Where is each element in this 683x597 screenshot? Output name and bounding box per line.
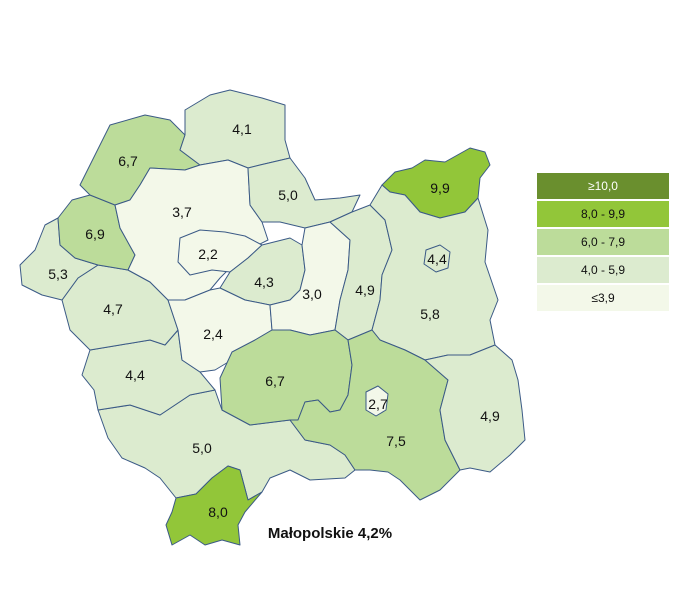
region-label-dabrowski: 9,9 xyxy=(430,180,450,196)
legend-label: 4,0 - 5,9 xyxy=(581,263,625,277)
region-label-wielicki: 4,3 xyxy=(254,274,274,290)
region-label-nowosadecki: 7,5 xyxy=(386,433,406,449)
legend-swatch xyxy=(535,171,671,201)
region-label-gorlicki: 4,9 xyxy=(480,408,500,424)
region-label-suski: 4,4 xyxy=(125,367,145,383)
region-label-krakow-city: 2,2 xyxy=(198,246,218,262)
region-label-tarnowski: 5,8 xyxy=(420,306,440,322)
region-label-oswiecimski: 5,3 xyxy=(48,266,68,282)
region-gorlicki xyxy=(424,344,526,473)
region-label-brzeski: 4,9 xyxy=(355,282,375,298)
region-label-chrzanowski: 6,9 xyxy=(85,226,105,242)
region-tarnowski xyxy=(369,184,499,361)
region-label-wadowicki: 4,7 xyxy=(103,301,123,317)
region-label-myslenicki: 2,4 xyxy=(203,326,223,342)
legend-swatch xyxy=(535,255,671,285)
legend: ≥10,0 8,0 - 9,9 6,0 - 7,9 4,0 - 5,9 ≤3,9 xyxy=(535,171,671,313)
legend-swatch xyxy=(535,227,671,257)
region-label-nowotarski: 5,0 xyxy=(192,440,212,456)
region-label-nowy-sacz-city: 2,7 xyxy=(368,396,388,412)
region-nowotarski xyxy=(97,389,356,501)
legend-swatch xyxy=(535,283,671,313)
legend-label: ≤3,9 xyxy=(591,291,615,305)
legend-swatch xyxy=(535,199,671,229)
region-label-olkuski: 6,7 xyxy=(118,153,138,169)
region-label-miechowski: 4,1 xyxy=(232,121,252,137)
region-label-krakowski: 3,7 xyxy=(172,204,192,220)
region-nowy-sacz-city xyxy=(365,385,389,417)
region-tatrzanski xyxy=(165,465,263,546)
legend-label: 6,0 - 7,9 xyxy=(581,235,625,249)
legend-label: 8,0 - 9,9 xyxy=(581,207,625,221)
region-label-tatrzanski: 8,0 xyxy=(208,504,228,520)
legend-label: ≥10,0 xyxy=(588,179,618,193)
region-proszowicki xyxy=(247,157,361,229)
region-label-tarnow-city: 4,4 xyxy=(427,251,447,267)
map-title: Małopolskie 4,2% xyxy=(268,525,392,542)
region-label-limanowski: 6,7 xyxy=(265,373,285,389)
region-tarnow-city xyxy=(423,244,451,273)
region-label-proszowicki: 5,0 xyxy=(278,187,298,203)
region-label-bochenski: 3,0 xyxy=(302,286,322,302)
